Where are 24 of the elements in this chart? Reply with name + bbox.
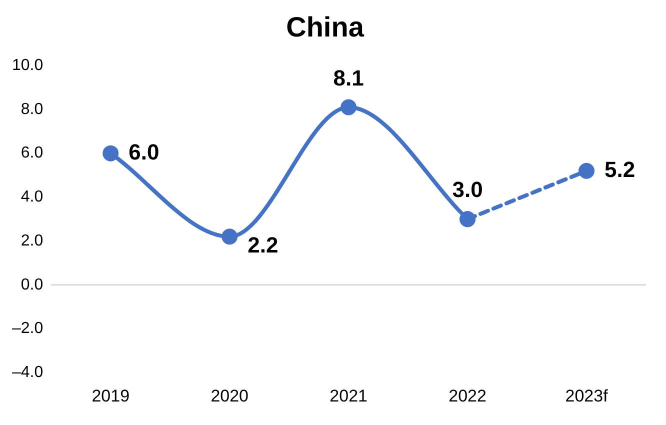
- point: [222, 228, 238, 245]
- x-tick-label: 2021: [330, 386, 368, 406]
- y-tick-label: 2.0: [20, 232, 44, 250]
- y-tick-label: 4.0: [20, 188, 44, 206]
- x-tick-label: 2023f: [565, 386, 608, 406]
- point: [460, 211, 476, 228]
- x-tick-label: 2019: [92, 386, 130, 406]
- x-tick-label: 2022: [448, 386, 486, 406]
- point: [102, 145, 119, 162]
- x-tick-label: 2020: [210, 386, 249, 406]
- y-tick-label: 10.0: [12, 57, 44, 74]
- y-tick-label: 6.0: [20, 144, 44, 162]
- data-label: 2.2: [248, 232, 278, 258]
- data-label: 5.2: [604, 156, 636, 182]
- chart-title: China: [286, 12, 364, 43]
- point: [340, 99, 357, 116]
- y-tick-label: 0.0: [20, 276, 44, 294]
- y-tick-label: 8.0: [20, 100, 44, 118]
- y-tick-label: –4.0: [12, 364, 44, 382]
- data-label: 8.1: [333, 65, 364, 90]
- data-label: 6.0: [128, 139, 160, 164]
- point: [578, 162, 595, 179]
- data-label: 3.0: [452, 177, 483, 202]
- y-tick-label: –2.0: [12, 320, 44, 338]
